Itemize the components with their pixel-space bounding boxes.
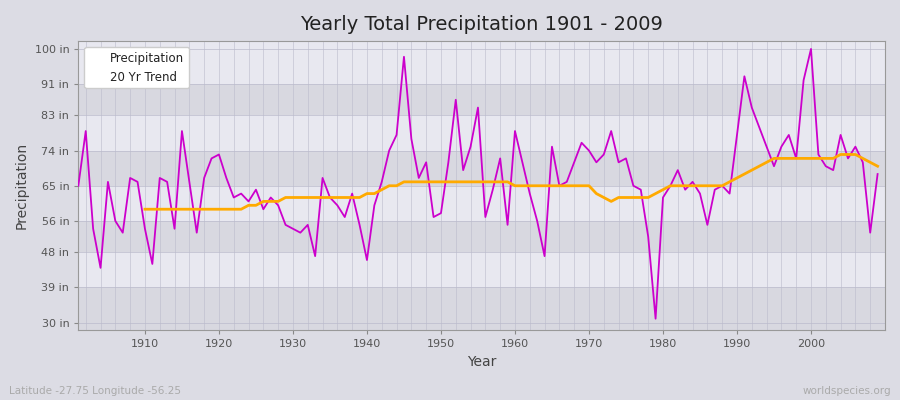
Precipitation (502, 222, 513, 227)
Precipitation (598, 152, 609, 157)
Precipitation (339, 215, 350, 220)
20 Yr Trend (813, 156, 824, 161)
20 Yr Trend (872, 164, 883, 169)
Precipitation (509, 129, 520, 134)
20 Yr Trend (517, 183, 527, 188)
Precipitation (806, 46, 816, 51)
X-axis label: Year: Year (467, 355, 497, 369)
Text: Latitude -27.75 Longitude -56.25: Latitude -27.75 Longitude -56.25 (9, 386, 181, 396)
Bar (78, 288, 885, 322)
20 Yr Trend (835, 152, 846, 157)
Bar (78, 84, 885, 115)
Precipitation (295, 230, 306, 235)
Bar (78, 322, 885, 330)
Precipitation (650, 316, 661, 321)
20 Yr Trend (842, 152, 853, 157)
Bar (78, 252, 885, 288)
Bar (78, 49, 885, 84)
20 Yr Trend (576, 183, 587, 188)
Bar (78, 150, 885, 186)
Text: worldspecies.org: worldspecies.org (803, 386, 891, 396)
Precipitation (872, 172, 883, 176)
20 Yr Trend (310, 195, 320, 200)
Y-axis label: Precipitation: Precipitation (15, 142, 29, 229)
Legend: Precipitation, 20 Yr Trend: Precipitation, 20 Yr Trend (85, 47, 189, 88)
Title: Yearly Total Precipitation 1901 - 2009: Yearly Total Precipitation 1901 - 2009 (301, 15, 663, 34)
Bar (78, 186, 885, 221)
20 Yr Trend (280, 195, 291, 200)
Line: Precipitation: Precipitation (78, 49, 878, 319)
Precipitation (73, 183, 84, 188)
20 Yr Trend (140, 207, 150, 212)
Bar (78, 221, 885, 252)
Bar (78, 41, 885, 49)
Bar (78, 115, 885, 150)
Precipitation (132, 180, 143, 184)
Line: 20 Yr Trend: 20 Yr Trend (145, 154, 877, 209)
